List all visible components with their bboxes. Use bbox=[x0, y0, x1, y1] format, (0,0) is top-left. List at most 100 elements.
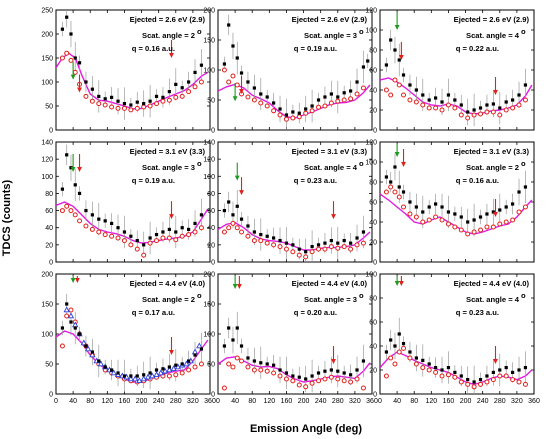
filled-marker bbox=[193, 221, 197, 226]
panel-6: 0 20 40 60 80 100 120 Ejected = 3.1 eV (3.3) Sca… bbox=[365, 140, 535, 267]
x-tick-label: 280 bbox=[332, 398, 344, 405]
filled-marker bbox=[393, 344, 397, 348]
open-marker bbox=[413, 214, 419, 220]
open-marker bbox=[396, 82, 402, 88]
open-marker bbox=[396, 349, 402, 355]
filled-marker bbox=[65, 302, 69, 306]
open-marker bbox=[59, 208, 65, 214]
open-marker bbox=[309, 249, 315, 255]
filled-marker bbox=[366, 59, 370, 63]
filled-marker bbox=[466, 378, 470, 382]
filled-marker bbox=[336, 241, 340, 245]
open-marker bbox=[109, 233, 115, 239]
open-marker bbox=[452, 105, 458, 111]
open-marker bbox=[497, 373, 503, 379]
open-marker bbox=[251, 367, 257, 373]
filled-marker bbox=[122, 374, 127, 378]
filled-marker bbox=[235, 326, 239, 330]
open-marker bbox=[445, 221, 451, 227]
x-tick-label: 360 bbox=[528, 398, 540, 405]
filled-marker bbox=[342, 91, 346, 95]
filled-marker bbox=[69, 32, 73, 36]
y-tick-label: 200 bbox=[203, 8, 215, 15]
y-tick-label: 100 bbox=[41, 174, 53, 181]
open-marker bbox=[290, 378, 296, 384]
open-marker bbox=[258, 100, 264, 106]
filled-marker bbox=[239, 344, 244, 348]
y-tick-label: 0 bbox=[211, 128, 215, 135]
filled-marker bbox=[116, 371, 120, 375]
open-marker bbox=[458, 227, 464, 233]
triangle-marker bbox=[161, 367, 169, 374]
filled-marker bbox=[252, 86, 256, 90]
open-marker bbox=[484, 109, 490, 115]
panel-frame bbox=[55, 141, 211, 263]
panel-3: 0 20 40 60 80 100 120 Ejected = 2.6 eV (2.9) Sca… bbox=[365, 8, 535, 135]
plot-area bbox=[56, 276, 209, 393]
momentum-transfer-label: q = 0.17 a.u. bbox=[132, 308, 175, 317]
open-marker bbox=[134, 105, 140, 111]
filled-marker bbox=[336, 95, 340, 99]
open-marker bbox=[283, 376, 289, 382]
filled-marker bbox=[323, 95, 327, 99]
open-marker bbox=[251, 97, 257, 103]
open-marker bbox=[360, 85, 366, 91]
panel-frame bbox=[379, 273, 535, 395]
x-tick-label: 160 bbox=[119, 398, 131, 405]
filled-marker bbox=[291, 110, 295, 114]
open-marker bbox=[234, 225, 240, 231]
y-tick-label: 0 bbox=[49, 260, 53, 267]
filled-marker bbox=[187, 359, 191, 363]
open-marker bbox=[166, 235, 172, 241]
y-tick-label: 80 bbox=[369, 180, 377, 187]
plot-area bbox=[56, 144, 209, 259]
filled-marker bbox=[65, 15, 69, 19]
open-marker bbox=[497, 112, 503, 118]
open-marker bbox=[510, 105, 516, 111]
filled-marker bbox=[129, 374, 133, 378]
filled-marker bbox=[180, 362, 184, 366]
filled-marker bbox=[393, 165, 397, 169]
filled-marker bbox=[84, 80, 88, 84]
open-marker bbox=[198, 79, 204, 85]
open-marker bbox=[271, 370, 277, 376]
open-marker bbox=[383, 189, 389, 195]
filled-marker bbox=[222, 344, 227, 348]
filled-marker bbox=[154, 232, 159, 237]
filled-marker bbox=[414, 356, 418, 360]
y-tick-label: 0 bbox=[373, 128, 377, 135]
filled-marker bbox=[517, 93, 521, 97]
filled-marker bbox=[466, 220, 470, 224]
filled-marker bbox=[414, 205, 418, 209]
red-arrow-head bbox=[77, 167, 82, 172]
y-tick-label: 20 bbox=[45, 242, 53, 249]
filled-marker bbox=[154, 94, 159, 98]
red-arrow-head bbox=[331, 214, 336, 220]
open-marker bbox=[341, 378, 347, 384]
y-tick-label: 0 bbox=[49, 392, 53, 399]
filled-marker bbox=[148, 236, 152, 240]
y-tick-label: 100 bbox=[41, 80, 53, 87]
open-marker bbox=[192, 364, 198, 370]
open-marker bbox=[392, 361, 398, 367]
filled-marker bbox=[485, 374, 489, 378]
open-marker bbox=[115, 235, 121, 241]
x-tick-label: 160 bbox=[443, 398, 455, 405]
open-marker bbox=[484, 379, 490, 385]
filled-marker bbox=[259, 92, 263, 96]
y-tick-label: 80 bbox=[207, 191, 215, 198]
panel-9: 0 40 80 120 160 200 240 280 320 360020406080100Ej… bbox=[365, 272, 540, 406]
panel-frame bbox=[379, 9, 535, 131]
open-marker bbox=[179, 233, 185, 239]
y-tick-label: 150 bbox=[41, 56, 53, 63]
degree-symbol: o bbox=[359, 291, 364, 300]
green-arrow-head bbox=[70, 74, 76, 80]
x-tick-label: 120 bbox=[101, 398, 113, 405]
degree-symbol: o bbox=[521, 27, 526, 36]
filled-marker bbox=[199, 213, 204, 217]
open-marker bbox=[68, 208, 74, 214]
ejected-energy-label: Ejected = 4.4 eV (4.0) bbox=[130, 279, 206, 288]
filled-marker bbox=[142, 243, 146, 247]
